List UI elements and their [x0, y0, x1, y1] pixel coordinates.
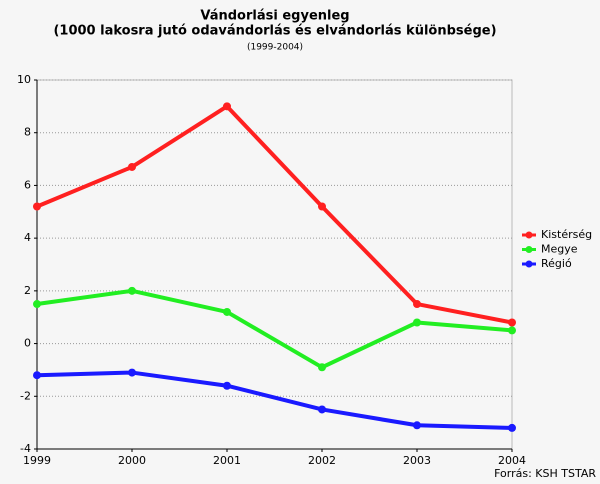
- data-point: [33, 202, 41, 211]
- y-tick-label: 8: [24, 126, 31, 139]
- data-point: [33, 300, 41, 309]
- y-tick-label: -4: [20, 442, 31, 455]
- x-tick-label: 2001: [213, 454, 241, 467]
- y-tick-label: 2: [24, 284, 31, 297]
- x-tick-label: 2002: [308, 454, 336, 467]
- data-point: [223, 102, 231, 111]
- chart-period: (1999-2004): [247, 43, 303, 53]
- legend-label: Régió: [541, 257, 572, 270]
- x-tick-label: 2000: [118, 454, 146, 467]
- series-line: [36, 288, 513, 370]
- data-point: [128, 286, 136, 295]
- chart-title: Vándorlási egyenleg: [200, 9, 349, 24]
- x-tick-label: 2003: [403, 454, 431, 467]
- data-point: [223, 381, 231, 390]
- source: Forrás: KSH TSTAR: [494, 467, 596, 480]
- y-tick-label: -2: [20, 389, 31, 402]
- data-point: [413, 318, 421, 327]
- series-line: [36, 104, 513, 325]
- data-point: [508, 326, 516, 335]
- data-point: [508, 423, 516, 432]
- chart-subtitle: (1000 lakosra jutó odavándorlás és elván…: [53, 24, 496, 39]
- data-point: [318, 363, 326, 372]
- legend-label: Kistérség: [541, 228, 592, 241]
- y-tick-label: 0: [24, 337, 31, 350]
- x-tick-label: 1999: [23, 454, 51, 467]
- series-line: [36, 370, 513, 430]
- plot-frame: [36, 79, 513, 450]
- x-tick-label: 2004: [498, 454, 526, 467]
- legend-marker: [525, 231, 533, 239]
- data-point: [128, 162, 136, 171]
- data-point: [413, 300, 421, 309]
- y-tick-label: 6: [24, 178, 31, 191]
- data-point: [413, 421, 421, 430]
- legend-marker: [525, 246, 533, 253]
- data-point: [318, 202, 326, 211]
- data-point: [318, 405, 326, 414]
- legend-label: Megye: [541, 243, 578, 256]
- y-tick-label: 10: [17, 73, 31, 86]
- data-point: [33, 371, 41, 380]
- legend-marker: [525, 260, 533, 268]
- data-point: [128, 368, 136, 377]
- data-point: [508, 318, 516, 327]
- y-tick-label: 4: [24, 231, 31, 244]
- data-point: [223, 307, 231, 316]
